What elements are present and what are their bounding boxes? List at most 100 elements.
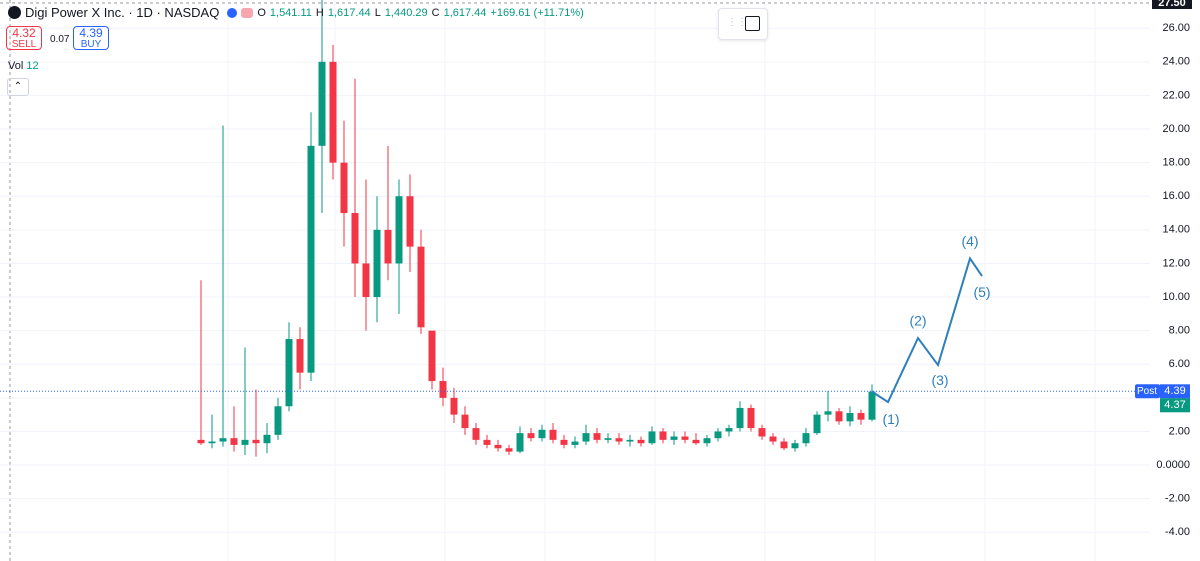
candle-body [725, 428, 733, 432]
candle-body [516, 433, 524, 452]
candle-body [736, 407, 744, 429]
candle-body [648, 431, 656, 444]
y-tick-label: -4.00 [1165, 526, 1190, 538]
candle-body [241, 439, 249, 445]
candle-body [747, 407, 755, 429]
high-value: 1,617.44 [327, 6, 371, 19]
candle-body [560, 439, 568, 445]
candle-body [527, 433, 535, 439]
candle-body [450, 397, 458, 415]
y-tick-label: -2.00 [1165, 493, 1190, 505]
y-tick-label: 0.0000 [1156, 459, 1190, 471]
symbol-title[interactable]: Digi Power X Inc. · 1D · NASDAQ [25, 5, 220, 20]
wave-label: (4) [961, 233, 978, 249]
buy-button[interactable]: 4.39 BUY [73, 26, 109, 50]
y-tick-label: 18.00 [1162, 157, 1190, 169]
last-price-label: 4.37 [1164, 399, 1185, 411]
candle-body [296, 339, 304, 373]
y-tick-label: 6.00 [1169, 358, 1190, 370]
sell-price: 4.32 [12, 26, 36, 40]
candle-body [868, 391, 876, 420]
candle-body [285, 339, 293, 407]
candle-body [252, 439, 260, 444]
candle-body [329, 61, 337, 163]
open-label: O [257, 6, 266, 19]
y-tick-label: 14.00 [1162, 224, 1190, 236]
y-tick-label: 20.00 [1162, 123, 1190, 135]
candle-body [395, 196, 403, 264]
candle-body [758, 428, 766, 437]
candle-body [846, 412, 854, 422]
y-tick-label: 26.00 [1162, 22, 1190, 34]
status-icon [241, 7, 254, 18]
candle-body [274, 406, 282, 435]
wave-label: (2) [909, 313, 926, 329]
open-value: 1,541.11 [269, 6, 312, 19]
crosshair-tag-bg [1152, 0, 1192, 10]
close-label: C [431, 6, 440, 19]
candle-body [230, 438, 238, 445]
candle-body [549, 429, 557, 440]
candle-body [835, 411, 843, 422]
post-tag-bg [1135, 384, 1160, 399]
drag-handle[interactable]: ⋮⋮ [727, 17, 747, 28]
layout-icon[interactable] [745, 16, 760, 31]
sell-button[interactable]: 4.32 SELL [6, 26, 42, 50]
candle-body [857, 412, 865, 420]
volume-indicator: Vol 12 [8, 60, 39, 72]
candle-body [637, 439, 645, 444]
y-tick-label: 12.00 [1162, 257, 1190, 269]
y-tick-label: 16.00 [1162, 190, 1190, 202]
collapse-button[interactable]: ⌃ [7, 78, 29, 96]
post-tag: Post [1137, 386, 1157, 397]
last-price-bg [1160, 398, 1190, 413]
candle-body [791, 443, 799, 449]
post-price-bg [1160, 384, 1190, 399]
candle-body [318, 61, 326, 146]
candle-body [582, 433, 590, 442]
volume-label: Vol [8, 60, 24, 72]
sell-label: SELL [11, 39, 37, 50]
candle-body [351, 213, 359, 264]
candle-body [428, 330, 436, 382]
candle-body [197, 439, 205, 444]
candle-body [340, 162, 348, 214]
low-value: 1,440.29 [384, 6, 428, 19]
candle-body [439, 381, 447, 398]
y-tick-label: 2.00 [1169, 425, 1190, 437]
candle-body [780, 441, 788, 449]
candle-body [670, 436, 678, 440]
wave-projection [871, 256, 983, 404]
candle-body [802, 433, 810, 444]
candle-body [615, 438, 623, 442]
y-tick-label: 22.00 [1162, 89, 1190, 101]
low-label: L [374, 6, 381, 19]
candle-body [769, 436, 777, 442]
candle-body [714, 431, 722, 439]
candle-body [208, 441, 216, 444]
post-price-label: 4.39 [1164, 385, 1185, 397]
candle-body [461, 414, 469, 429]
crosshair-tag: 27.50 [1158, 0, 1186, 9]
candle-body [417, 246, 425, 328]
candle-body [659, 431, 667, 440]
buy-price: 4.39 [79, 26, 103, 40]
header: Digi Power X Inc. · 1D · NASDAQ O 1,541.1… [8, 5, 584, 20]
candle-body [406, 196, 414, 247]
candle-body [263, 434, 271, 444]
candle-body [219, 438, 227, 442]
candle-body [626, 439, 634, 442]
wave-label: (3) [931, 372, 948, 388]
buy-label: BUY [80, 39, 102, 50]
candle-body [593, 433, 601, 440]
close-value: 1,617.44 [443, 6, 487, 19]
y-tick-label: 10.00 [1162, 291, 1190, 303]
floating-toolbar[interactable]: ⋮⋮ [718, 8, 768, 40]
candle-body [538, 429, 546, 439]
candle-body [472, 428, 480, 440]
volume-value: 12 [26, 60, 39, 72]
candle-body [681, 436, 689, 440]
candle-body [373, 229, 381, 298]
change-value: +169.61 (+11.71%) [490, 6, 584, 19]
